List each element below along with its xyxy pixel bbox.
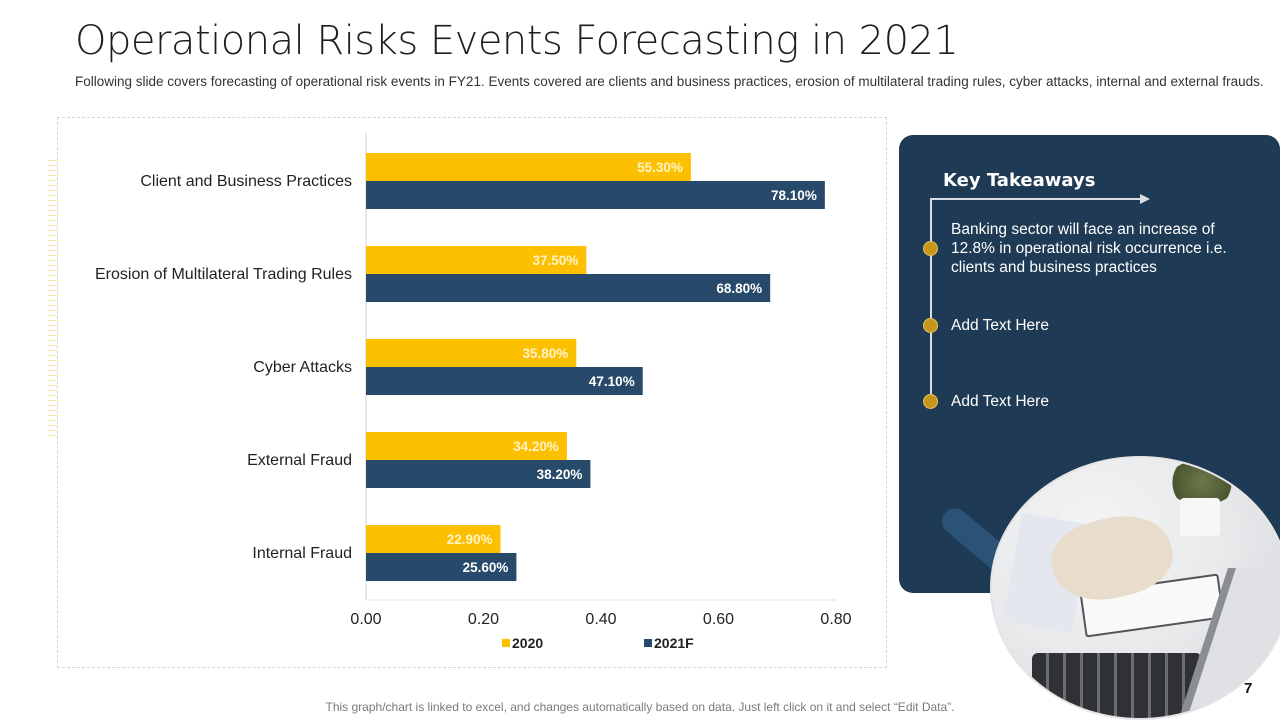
bar-2021f-0[interactable]	[366, 181, 825, 209]
bar-2020-0[interactable]	[366, 153, 691, 181]
bar-2021f-1[interactable]	[366, 274, 771, 302]
takeaway-item-1: Banking sector will face an increase of …	[951, 221, 1227, 276]
x-tick-label: 0.80	[820, 611, 851, 628]
data-label-2020-2: 35.80%	[523, 346, 569, 361]
bar-2020-1[interactable]	[366, 246, 587, 274]
data-label-2021f-4: 25.60%	[463, 560, 509, 575]
key-takeaways-title: Key Takeaways	[943, 170, 1096, 191]
data-label-2020-0: 55.30%	[637, 160, 683, 175]
x-tick-label: 0.20	[468, 611, 499, 628]
takeaway-item-3: Add Text Here	[951, 393, 1049, 410]
bar-2021f-2[interactable]	[366, 367, 643, 395]
bullet-dot-icon	[923, 318, 938, 333]
bar-2021f-4[interactable]	[366, 553, 517, 581]
x-tick-label: 0.00	[350, 611, 381, 628]
photo-plant-pot	[1180, 498, 1220, 536]
legend-label-2021f: 2021F	[654, 635, 694, 651]
arrow-right-icon	[1140, 194, 1150, 204]
chart-container[interactable]	[57, 117, 887, 668]
bar-2020-2[interactable]	[366, 339, 577, 367]
legend-swatch-2020	[502, 639, 510, 647]
bar-chart[interactable]: Client and Business Practices Erosion of …	[0, 0, 900, 680]
photo-laptop-keyboard	[1032, 653, 1202, 718]
bar-2020-3[interactable]	[366, 432, 567, 460]
category-label: Internal Fraud	[252, 545, 352, 562]
decorative-strip	[48, 160, 57, 440]
timeline-arrow-line	[930, 198, 1140, 200]
data-label-2020-1: 37.50%	[533, 253, 579, 268]
bar-2020-4[interactable]	[366, 525, 501, 553]
x-tick-label: 0.60	[703, 611, 734, 628]
category-label: Erosion of Multilateral Trading Rules	[95, 266, 352, 283]
data-label-2021f-3: 38.20%	[537, 467, 583, 482]
category-label: External Fraud	[247, 452, 352, 469]
chart-legend[interactable]: 2020 2021F	[502, 635, 694, 651]
bullet-dot-icon	[923, 394, 938, 409]
legend-swatch-2021f	[644, 639, 652, 647]
data-label-2021f-0: 78.10%	[771, 188, 817, 203]
footer-note: This graph/chart is linked to excel, and…	[325, 700, 955, 714]
office-photo	[990, 456, 1280, 720]
photo-plant	[1167, 460, 1237, 505]
slide-title: Operational Risks Events Forecasting in …	[75, 18, 959, 64]
slide-subtitle: Following slide covers forecasting of op…	[75, 74, 1264, 89]
timeline-line	[930, 199, 932, 402]
category-label: Cyber Attacks	[253, 359, 352, 376]
data-label-2020-3: 34.20%	[513, 439, 559, 454]
legend-label-2020: 2020	[512, 635, 543, 651]
bar-2021f-3[interactable]	[366, 460, 591, 488]
bullet-dot-icon	[923, 241, 938, 256]
page-number: 7	[1244, 680, 1253, 697]
data-label-2020-4: 22.90%	[447, 532, 493, 547]
takeaway-item-2: Add Text Here	[951, 317, 1049, 334]
data-label-2021f-2: 47.10%	[589, 374, 635, 389]
x-tick-label: 0.40	[585, 611, 616, 628]
data-label-2021f-1: 68.80%	[716, 281, 762, 296]
category-label: Client and Business Practices	[140, 173, 352, 190]
